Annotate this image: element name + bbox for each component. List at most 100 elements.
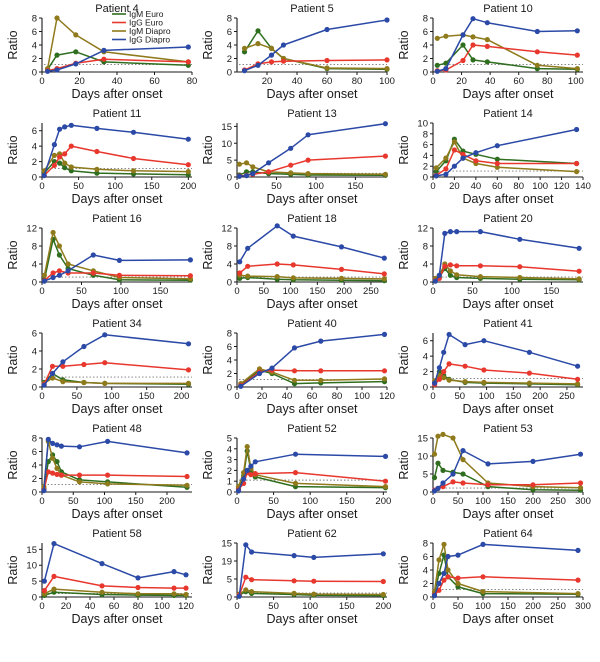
x-tick-label: 100 [504,286,520,297]
data-point-igg-euro [494,160,500,167]
y-tick-label: 15 [221,122,232,133]
data-point-igm-diapro [470,34,476,40]
data-point-igm-diapro [250,164,256,170]
panel-title: Patient 18 [287,213,337,225]
data-point-igg-euro [90,270,96,276]
data-point-igg-diapro [116,257,122,263]
data-point-igg-euro [447,262,453,268]
data-point-igg-diapro [51,142,58,148]
x-tick-label: 200 [180,181,196,192]
data-point-igm-diapro [382,171,388,177]
series-line-igm-diapro [43,440,188,487]
x-tick-label: 60 [322,76,333,87]
x-tick-label: 60 [492,181,503,192]
panel-patient-5: Patient 5 0 2 4 6 8 20 40 60 80 100 Days after onse… [201,3,395,101]
x-tick-label: 80 [352,76,363,87]
y-tick-label: 0 [423,593,428,604]
data-point-igg-euro [324,57,330,64]
data-point-igg-euro [288,162,294,168]
data-point-igg-euro [338,266,345,272]
data-point-igg-diapro [102,332,108,338]
x-tick-label: 40 [112,76,123,87]
x-tick-label: 150 [152,286,168,297]
data-point-igg-diapro [50,440,56,446]
x-tick-label: 0 [234,286,239,297]
data-point-igm-euro [460,42,466,48]
data-point-igm-diapro [517,274,523,281]
x-tick-label: 200 [525,601,541,612]
series-line-igg-euro [238,576,384,596]
y-tick-label: 2 [227,54,232,65]
data-point-igm-euro [470,57,476,63]
series-line-igm-euro [237,450,386,490]
data-point-igg-diapro [256,370,263,377]
x-tick-label: 50 [271,181,282,192]
data-point-igm-diapro [382,484,389,490]
data-point-igm-diapro [435,433,441,439]
y-tick-label: 6 [227,342,232,353]
data-point-igg-diapro [455,552,461,558]
x-tick-label: 150 [500,496,516,507]
data-point-igg-diapro [318,338,324,344]
data-point-igm-diapro [290,275,296,281]
data-point-igg-euro [574,52,580,58]
data-point-igm-diapro [54,15,60,21]
data-point-igm-diapro [451,139,457,145]
y-axis-label: Ratio [6,135,20,164]
y-tick-label: 4 [423,41,428,52]
x-tick-label: 20 [262,76,273,87]
data-point-igm-diapro [443,155,449,161]
data-point-igg-euro [237,270,243,276]
x-tick-label: 40 [282,391,293,402]
data-point-igg-diapro [280,42,287,48]
x-tick-label: 50 [467,286,478,297]
y-tick-label: 4 [423,566,428,577]
series-line-igg-diapro [238,544,384,597]
data-point-igg-euro [280,58,287,64]
data-point-igg-diapro [244,467,250,473]
data-point-igg-euro [292,470,299,476]
data-point-igg-diapro [462,342,468,348]
data-point-igm-diapro [526,380,533,386]
data-point-igg-diapro [185,44,191,50]
data-point-igg-euro [534,49,540,55]
data-point-igm-diapro [236,161,242,167]
data-point-igg-diapro [237,259,243,265]
y-axis-label: Ratio [201,30,215,59]
data-point-igg-diapro [269,365,275,371]
data-point-igm-diapro [384,66,390,72]
x-tick-label: 80 [332,391,343,402]
data-point-igg-diapro [45,436,51,442]
x-tick-label: 60 [149,76,160,87]
data-point-igg-diapro [292,451,299,457]
data-point-igg-euro [101,56,107,62]
x-tick-label: 150 [339,496,355,507]
series-line-igg-diapro [43,334,189,386]
x-tick-label: 250 [550,601,566,612]
x-tick-label: 0 [430,391,435,402]
legend-label: IgM Diapro [129,26,171,36]
data-point-igm-diapro [574,169,580,175]
x-tick-label: 100 [379,76,395,87]
data-point-igg-diapro [442,230,448,236]
data-point-igg-euro [60,363,66,369]
data-point-igm-diapro [462,379,468,385]
x-tick-label: 20 [61,601,72,612]
x-tick-label: 150 [139,391,155,402]
panel-patient-34: Patient 34 0 2 4 6 0 50 100 150 200 Days after ons… [6,318,192,416]
y-tick-label: 8 [227,242,232,253]
data-point-igg-diapro [445,553,451,560]
data-point-igg-euro [517,264,523,270]
y-tick-label: 4 [423,151,428,162]
x-tick-label: 0 [234,391,239,402]
data-point-igm-diapro [441,375,447,381]
data-point-igg-euro [185,59,191,65]
data-point-igm-diapro [62,160,68,166]
data-point-igg-diapro [436,365,442,371]
data-point-igg-diapro [575,363,581,369]
data-point-igm-diapro [447,268,453,274]
data-point-igg-diapro [460,32,466,38]
x-tick-label: 150 [309,286,325,297]
data-point-igg-euro [441,577,447,583]
